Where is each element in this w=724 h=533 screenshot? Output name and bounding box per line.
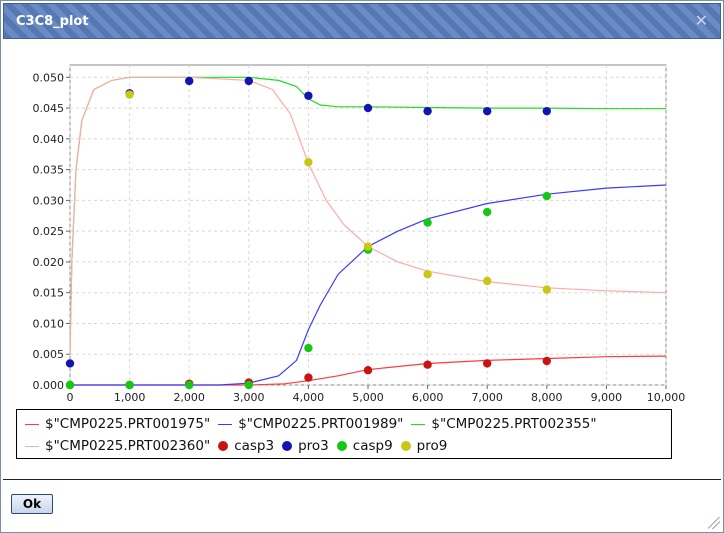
data-point-pro9 <box>542 285 551 294</box>
data-point-pro9 <box>304 158 313 167</box>
data-point-pro3 <box>65 359 75 368</box>
legend-label: $"CMP0225.PRT002355" <box>431 416 597 432</box>
y-tick-label: 0.020 <box>33 256 65 269</box>
legend-label: $"CMP0225.PRT001989" <box>238 416 404 432</box>
legend-label: casp3 <box>234 438 275 454</box>
legend-label: casp9 <box>352 438 393 454</box>
data-point-casp9 <box>483 207 492 217</box>
resize-grip-icon[interactable] <box>708 517 720 529</box>
x-tick-label: 2,000 <box>173 391 205 404</box>
data-point-pro3 <box>185 76 194 86</box>
y-tick-label: 0.035 <box>33 164 65 177</box>
legend-line-swatch <box>25 423 39 425</box>
x-tick-label: 9,000 <box>591 391 623 404</box>
legend-dot-swatch <box>218 441 229 451</box>
legend-row-2: $"CMP0225.PRT002360" casp3 pro3 casp9 pro9 <box>17 435 447 457</box>
footer-divider <box>3 479 721 480</box>
legend-line-swatch <box>25 445 39 447</box>
data-point-casp9 <box>185 380 194 390</box>
legend-dot-swatch <box>336 441 347 451</box>
chart-legend: $"CMP0225.PRT001975" $"CMP0225.PRT001989"… <box>16 409 672 459</box>
data-point-casp9 <box>244 380 253 390</box>
legend-line-swatch <box>411 423 426 425</box>
legend-label: pro3 <box>298 438 329 454</box>
legend-row-1: $"CMP0225.PRT001975" $"CMP0225.PRT001989"… <box>17 413 597 435</box>
legend-label: $"CMP0225.PRT002360" <box>45 438 211 454</box>
data-point-pro3 <box>542 106 551 116</box>
data-point-casp3 <box>304 373 313 382</box>
ok-button[interactable]: Ok <box>11 494 53 514</box>
y-tick-label: 0.005 <box>33 348 65 361</box>
x-tick-label: 0 <box>67 391 74 404</box>
legend-item: $"CMP0225.PRT001989" <box>218 416 403 432</box>
data-point-pro9 <box>125 90 134 99</box>
y-tick-label: 0.030 <box>33 194 65 207</box>
chart-area: 0 1,000 2,000 3,000 4,000 5,000 6,000 7,000 8,00… <box>3 45 721 465</box>
data-point-pro3 <box>483 106 492 116</box>
y-tick-label: 0.000 <box>33 379 65 392</box>
window-title: C3C8_plot <box>16 14 89 29</box>
legend-dot-swatch <box>400 441 411 451</box>
data-point-pro3 <box>244 76 253 86</box>
y-tick-label: 0.050 <box>33 71 65 84</box>
series-line <box>70 184 667 386</box>
data-point-pro3 <box>423 106 432 116</box>
legend-dot-swatch <box>282 441 293 451</box>
data-point-casp3 <box>483 359 492 368</box>
data-point-pro3 <box>363 103 373 113</box>
legend-item: casp9 <box>336 438 393 454</box>
legend-label: pro9 <box>416 438 448 454</box>
legend-label: $"CMP0225.PRT001975" <box>45 416 211 432</box>
legend-item: $"CMP0225.PRT002360" <box>25 438 210 454</box>
x-tick-label: 4,000 <box>293 391 325 404</box>
legend-item: $"CMP0225.PRT002355" <box>411 416 597 432</box>
x-tick-label: 7,000 <box>471 391 503 404</box>
legend-item: pro9 <box>400 438 448 454</box>
chart-svg: 0 1,000 2,000 3,000 4,000 5,000 6,000 7,000 8,00… <box>33 64 686 404</box>
legend-item: pro3 <box>282 438 329 454</box>
data-point-casp3 <box>363 366 373 375</box>
x-tick-label: 5,000 <box>352 391 384 404</box>
y-tick-label: 0.025 <box>33 225 65 238</box>
data-point-casp3 <box>423 360 432 369</box>
y-tick-label: 0.040 <box>33 133 65 146</box>
x-tick-label: 10,000 <box>647 391 686 404</box>
legend-item: casp3 <box>218 438 274 454</box>
x-tick-label: 8,000 <box>531 391 563 404</box>
series-line <box>69 76 667 355</box>
data-point-pro9 <box>363 242 373 251</box>
data-point-casp9 <box>125 380 134 390</box>
x-tick-label: 1,000 <box>114 391 146 404</box>
y-tick-label: 0.010 <box>33 317 65 330</box>
x-tick-label: 3,000 <box>233 391 265 404</box>
close-icon[interactable]: ✕ <box>694 11 708 30</box>
data-point-pro3 <box>304 91 313 100</box>
legend-line-swatch <box>218 423 233 425</box>
legend-item: $"CMP0225.PRT001975" <box>25 416 210 432</box>
x-tick-label: 6,000 <box>412 391 444 404</box>
y-tick-label: 0.045 <box>33 102 65 115</box>
data-point-casp9 <box>542 191 551 201</box>
data-point-casp9 <box>304 343 313 353</box>
data-point-casp3 <box>542 356 551 366</box>
data-point-pro9 <box>423 270 432 279</box>
title-bar[interactable]: C3C8_plot ✕ <box>3 3 721 39</box>
data-point-casp9 <box>65 380 75 390</box>
data-point-pro9 <box>483 276 492 286</box>
y-tick-label: 0.015 <box>33 287 65 300</box>
data-point-casp9 <box>423 218 432 227</box>
